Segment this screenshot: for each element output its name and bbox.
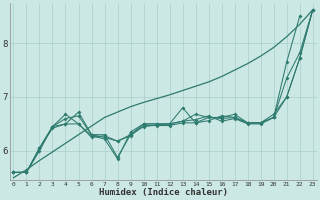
X-axis label: Humidex (Indice chaleur): Humidex (Indice chaleur)	[99, 188, 228, 197]
